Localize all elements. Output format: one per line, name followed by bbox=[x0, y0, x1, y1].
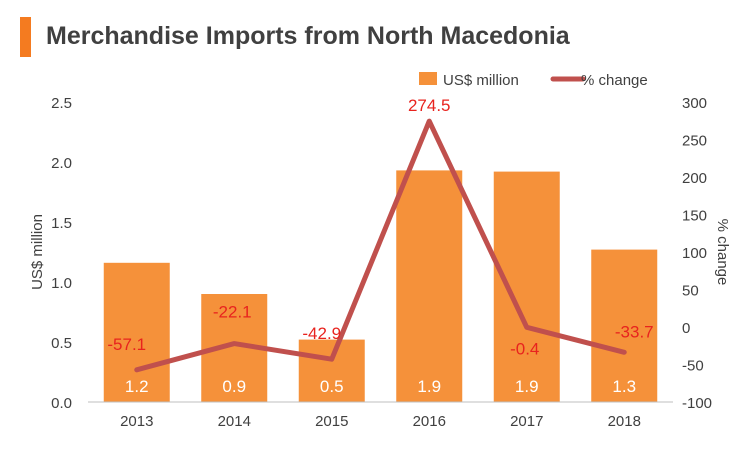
bar-value-label: 1.9 bbox=[417, 377, 441, 396]
y2-tick-label: 150 bbox=[682, 208, 707, 225]
y-axis-title: US$ million bbox=[29, 214, 46, 290]
legend-bar-label: US$ million bbox=[443, 72, 519, 89]
line-series-pct-change bbox=[134, 118, 627, 373]
chart-title: Merchandise Imports from North Macedonia bbox=[46, 22, 570, 50]
y2-tick-label: 300 bbox=[682, 95, 707, 112]
bar-2013 bbox=[103, 262, 170, 402]
y2-tick-label: -100 bbox=[682, 395, 712, 412]
y2-tick-label: 0 bbox=[682, 320, 690, 337]
line-value-label: -33.7 bbox=[615, 322, 654, 341]
y-tick-label: 0.0 bbox=[51, 395, 72, 412]
line-value-label: -57.1 bbox=[107, 335, 146, 354]
x-tick-label-2016: 2016 bbox=[413, 413, 446, 430]
y-tick-label: 1.0 bbox=[51, 275, 72, 292]
bar-2018 bbox=[591, 249, 658, 402]
x-tick-label-2013: 2013 bbox=[120, 413, 153, 430]
line-value-label: -22.1 bbox=[213, 303, 252, 322]
x-tick-label-2018: 2018 bbox=[608, 413, 641, 430]
y-tick-label: 2.5 bbox=[51, 95, 72, 112]
y2-tick-label: 250 bbox=[682, 133, 707, 150]
y-tick-label: 1.5 bbox=[51, 215, 72, 232]
y-tick-label: 2.0 bbox=[51, 155, 72, 172]
line-value-label: -0.4 bbox=[510, 339, 539, 358]
y2-tick-label: 100 bbox=[682, 245, 707, 262]
bar-value-label: 1.9 bbox=[515, 377, 539, 396]
y-tick-label: 0.5 bbox=[51, 335, 72, 352]
x-tick-label-2017: 2017 bbox=[510, 413, 543, 430]
y2-tick-label: 50 bbox=[682, 283, 699, 300]
bar-value-label: 0.5 bbox=[320, 377, 344, 396]
legend-bar-swatch bbox=[419, 72, 437, 85]
title-accent-bar bbox=[20, 17, 31, 57]
bar-2017 bbox=[493, 171, 560, 402]
y2-tick-label: 200 bbox=[682, 170, 707, 187]
x-tick-label-2014: 2014 bbox=[218, 413, 251, 430]
bar-value-label: 0.9 bbox=[222, 377, 246, 396]
bar-value-label: 1.3 bbox=[612, 377, 636, 396]
line-value-label: 274.5 bbox=[408, 96, 451, 115]
y2-axis-title: % change bbox=[714, 219, 731, 286]
line-value-label: -42.9 bbox=[302, 324, 341, 343]
bar-2015 bbox=[298, 339, 365, 402]
y2-tick-label: -50 bbox=[682, 358, 704, 375]
x-tick-label-2015: 2015 bbox=[315, 413, 348, 430]
bar-2016 bbox=[396, 170, 463, 402]
legend-line-label: % change bbox=[581, 72, 648, 89]
bar-value-label: 1.2 bbox=[125, 377, 149, 396]
